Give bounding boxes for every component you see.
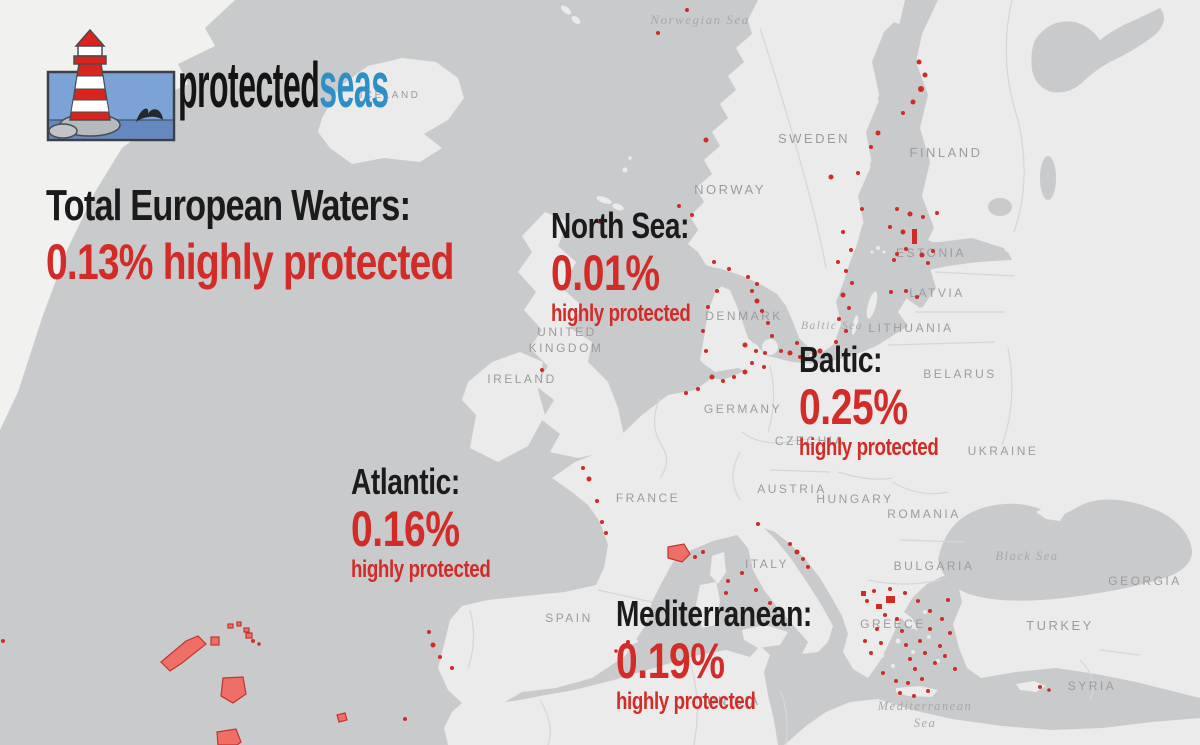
country-label-finland: FINLAND — [909, 145, 982, 160]
headline-value: 0.13% highly protected — [46, 234, 454, 290]
sea-label-norwegian: Norwegian Sea — [649, 12, 749, 27]
island-aland-2 — [882, 250, 886, 254]
island-lofoten-1 — [561, 5, 571, 15]
country-label-norway: NORWAY — [694, 182, 766, 197]
landmass-iceland — [318, 58, 464, 164]
island-euboea — [896, 606, 918, 630]
island-aland-3 — [870, 250, 874, 254]
headline-label: Total European Waters: — [46, 181, 411, 230]
country-label-bulgaria: BULGARIA — [894, 559, 975, 573]
peninsula-crimea — [1036, 504, 1068, 521]
country-label-germany: GERMANY — [704, 402, 782, 416]
country-label-tunisia: TUNISIA — [698, 696, 761, 708]
island-gotland — [866, 291, 878, 319]
country-label-france: FRANCE — [616, 491, 680, 505]
country-label-austria: AUSTRIA — [757, 482, 827, 496]
callout-baltic: Baltic: 0.25% highly protected — [799, 340, 978, 462]
offshore-protected-polygons — [160, 543, 691, 745]
lake-peipus — [1040, 156, 1056, 200]
protected-areas-layer — [1, 8, 1051, 745]
island-sicily — [742, 625, 788, 648]
country-label-spain: SPAIN — [545, 611, 593, 625]
lake-ladoga — [1031, 8, 1164, 93]
country-label-czechia: CZECHIA — [775, 434, 845, 448]
country-label-latvia: LATVIA — [909, 286, 964, 300]
brand-wordmark: protectedseas — [178, 48, 389, 122]
rock-small — [48, 123, 78, 139]
whale-tail-icon — [136, 108, 163, 122]
island-corsica — [710, 552, 726, 584]
lake-ilmen — [988, 198, 1012, 216]
brand-part-seas: seas — [319, 49, 389, 121]
island-layer — [561, 5, 1068, 697]
lighthouse-icon — [46, 28, 176, 142]
black-sea-water — [938, 499, 1193, 601]
island-crete — [896, 686, 938, 697]
callout-baltic-sub: highly protected — [799, 434, 939, 461]
country-label-belarus: BELARUS — [923, 367, 997, 381]
callout-mediterranean-sub: highly protected — [616, 688, 756, 715]
country-label-georgia: GEORGIA — [1108, 574, 1182, 588]
island-trondelag-1 — [596, 196, 612, 204]
island-aland-1 — [876, 246, 880, 250]
callout-baltic-label: Baltic: — [799, 339, 883, 380]
callout-north-sea-value: 0.01% — [551, 245, 660, 301]
sea-label-med-line2: Sea — [914, 716, 937, 730]
country-label-ireland: IRELAND — [487, 372, 557, 386]
callout-atlantic: Atlantic: 0.16% highly protected — [351, 462, 530, 584]
country-label-italy: ITALY — [745, 557, 789, 571]
country-label-greece: GREECE — [860, 617, 926, 631]
sea-label-med-line1: Mediterranean — [877, 699, 972, 713]
country-label-uk-line1: UNITED — [537, 325, 597, 339]
landmass-scandinavia — [688, 0, 905, 355]
island-shetland-1 — [622, 167, 628, 173]
callout-mediterranean-value: 0.19% — [616, 633, 725, 689]
brand-part-protected: protected — [178, 49, 320, 121]
callout-north-sea: North Sea: 0.01% highly protected — [551, 206, 730, 328]
callout-atlantic-sub: highly protected — [351, 556, 491, 583]
protectedseas-logo: protectedseas — [44, 28, 464, 148]
landmass-great-britain — [518, 212, 624, 458]
country-label-syria: SYRIA — [1068, 679, 1117, 693]
country-label-estonia: ESTONIA — [896, 246, 966, 260]
callout-north-sea-sub: highly protected — [551, 300, 691, 327]
island-zealand — [762, 339, 778, 355]
island-cyprus — [1016, 681, 1046, 692]
callout-baltic-value: 0.25% — [799, 379, 908, 435]
country-label-romania: ROMANIA — [887, 507, 961, 521]
country-label-turkey: TURKEY — [1026, 618, 1094, 633]
map-label-layer: Norwegian Sea ICELAND NORWAY SWEDEN FINL… — [360, 12, 1182, 730]
sea-label-black: Black Sea — [995, 549, 1058, 563]
island-oland — [851, 315, 859, 335]
callout-atlantic-value: 0.16% — [351, 501, 460, 557]
headline-total-european-waters: Total European Waters: 0.13% highly prot… — [46, 181, 569, 291]
callout-north-sea-label: North Sea: — [551, 205, 690, 246]
island-sardinia — [696, 582, 720, 628]
country-label-hungary: HUNGARY — [816, 492, 893, 506]
island-shetland-2 — [628, 156, 632, 160]
border-layer — [467, 0, 1141, 745]
country-label-iceland: ICELAND — [360, 90, 421, 101]
country-label-lithuania: LITHUANIA — [868, 321, 953, 335]
island-trondelag-2 — [612, 203, 624, 211]
baltic-sea-water — [697, 22, 1008, 362]
island-lofoten-2 — [571, 16, 581, 24]
country-label-uk-line2: KINGDOM — [529, 341, 604, 355]
landmass-ireland — [462, 352, 545, 462]
country-label-ukraine: UKRAINE — [968, 444, 1039, 458]
country-label-sweden: SWEDEN — [778, 131, 850, 146]
callout-mediterranean: Mediterranean: 0.19% highly protected — [616, 594, 867, 716]
sea-label-baltic: Baltic Sea — [801, 320, 863, 332]
callout-mediterranean-label: Mediterranean: — [616, 593, 812, 634]
callout-atlantic-label: Atlantic: — [351, 461, 460, 502]
